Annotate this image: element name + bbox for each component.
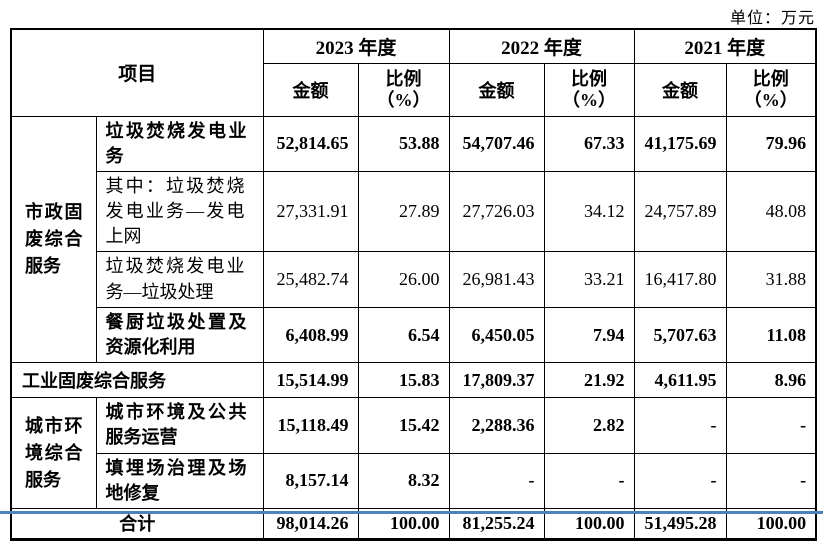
amount-2023: 8,157.14 [262,452,359,509]
row-label: 城市环境及公共服务运营 [95,397,264,454]
group-urban-environment: 城市环境综合服务 [10,397,97,509]
row-label: 垃圾焚烧发电业务—垃圾处理 [95,251,264,308]
header-year-2021: 2021 年度 [633,28,817,64]
amount-2021: - [633,452,727,509]
header-row-measures: 金额 比例 （%） 金额 比例 （%） 金额 比例 （%） [11,62,817,117]
ratio-2022: 21.92 [543,362,635,399]
ratio-2022: 7.94 [543,306,635,364]
row-label: 其中：垃圾焚烧发电业务—发电上网 [95,170,264,253]
table-row: 其中：垃圾焚烧发电业务—发电上网 27,331.91 27.89 27,726.… [11,170,817,253]
amount-2021: 16,417.80 [633,251,727,308]
ratio-2023: 53.88 [357,115,450,172]
row-label: 垃圾焚烧发电业务 [95,115,264,172]
header-ratio-2021: 比例 （%） [725,62,817,117]
ratio-2023: 15.83 [357,362,450,399]
table-row: 市政固废综合服务 垃圾焚烧发电业务 52,814.65 53.88 54,707… [10,115,817,364]
group-municipal-solid-waste: 市政固废综合服务 [10,115,97,364]
ratio-2023: 8.32 [357,452,450,509]
ratio-2022: 33.21 [543,251,635,308]
ratio-2022: 2.82 [543,397,635,454]
ratio-2021: 8.96 [725,362,817,399]
header-year-2023: 2023 年度 [262,28,450,64]
bottom-accent-line [0,511,823,514]
ratio-2022: - [543,452,635,509]
ratio-2021: 31.88 [725,251,817,308]
amount-2021: 4,611.95 [633,362,727,399]
header-ratio-2023: 比例 （%） [357,62,450,117]
row-label-industrial-solid-waste: 工业固废综合服务 [10,362,264,399]
unit-label: 单位：万元 [729,10,815,27]
amount-2023: 25,482.74 [262,251,359,308]
amount-2021: - [633,397,727,454]
header-ratio-2022: 比例 （%） [543,62,635,117]
amount-2022: 17,809.37 [448,362,545,399]
amount-2022: 27,726.03 [448,170,545,253]
amount-2022: 6,450.05 [448,306,545,364]
table-row: 城市环境综合服务 城市环境及公共服务运营 15,118.49 15.42 2,2… [10,397,817,509]
table-row: 餐厨垃圾处置及资源化利用 6,408.99 6.54 6,450.05 7.94… [11,306,817,364]
ratio-2023: 26.00 [357,251,450,308]
row-label: 餐厨垃圾处置及资源化利用 [95,306,264,364]
header-item: 项目 [10,28,264,117]
revenue-breakdown-table: 项目 2023 年度 2022 年度 2021 年度 金额 比例 （%） 金额 … [10,28,818,541]
ratio-2023: 27.89 [357,170,450,253]
amount-2022: 2,288.36 [448,397,545,454]
amount-2023: 27,331.91 [262,170,359,253]
table-row: 填埋场治理及场地修复 8,157.14 8.32 - - - - [11,452,817,509]
header-amount-2021: 金额 [633,62,727,117]
amount-2023: 52,814.65 [262,115,359,172]
row-label: 填埋场治理及场地修复 [95,452,264,509]
ratio-2021: 48.08 [725,170,817,253]
header-row-years: 项目 2023 年度 2022 年度 2021 年度 [10,28,817,117]
amount-2021: 5,707.63 [633,306,727,364]
amount-2023: 15,514.99 [262,362,359,399]
ratio-2023: 6.54 [357,306,450,364]
header-amount-2023: 金额 [262,62,359,117]
amount-2022: 26,981.43 [448,251,545,308]
ratio-2022: 34.12 [543,170,635,253]
ratio-2021: 11.08 [725,306,817,364]
ratio-2021: - [725,397,817,454]
amount-2021: 24,757.89 [633,170,727,253]
table-row: 工业固废综合服务 15,514.99 15.83 17,809.37 21.92… [10,362,817,399]
amount-2022: - [448,452,545,509]
header-amount-2022: 金额 [448,62,545,117]
amount-2023: 15,118.49 [262,397,359,454]
amount-2021: 41,175.69 [633,115,727,172]
ratio-2022: 67.33 [543,115,635,172]
amount-2023: 6,408.99 [262,306,359,364]
ratio-2021: - [725,452,817,509]
header-year-2022: 2022 年度 [448,28,635,64]
ratio-2021: 79.96 [725,115,817,172]
amount-2022: 54,707.46 [448,115,545,172]
table-row: 垃圾焚烧发电业务—垃圾处理 25,482.74 26.00 26,981.43 … [11,251,817,308]
ratio-2023: 15.42 [357,397,450,454]
